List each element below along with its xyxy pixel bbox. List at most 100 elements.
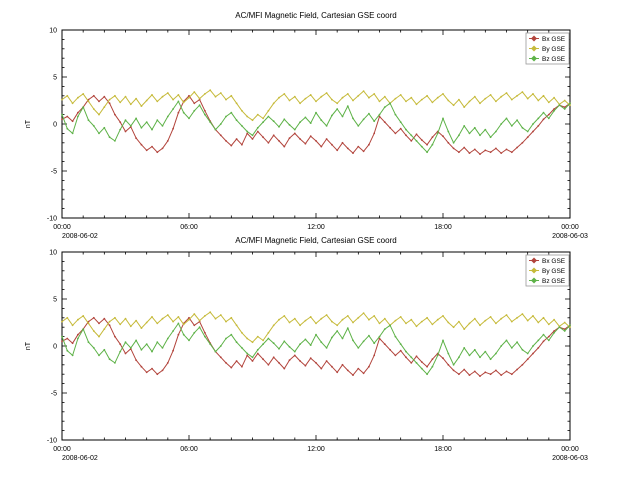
series-by-gse-marker: [436, 96, 439, 99]
series-bx-gse-marker: [124, 352, 127, 355]
series-bz-gse-marker: [124, 341, 127, 344]
series-bz-gse-marker: [426, 373, 428, 376]
x-tick-label: 12:00: [307, 224, 325, 231]
series-bx-gse-marker: [251, 138, 254, 140]
y-tick-label: 5: [53, 75, 57, 82]
series-bz-gse-marker: [389, 324, 391, 327]
series-bz-gse-marker: [304, 338, 307, 341]
series-bx-gse-marker: [92, 94, 95, 97]
series-bz-gse-marker: [278, 125, 280, 128]
y-tick-label: 10: [49, 250, 57, 257]
series-bz-gse-marker: [87, 119, 90, 122]
series-bx-gse-marker: [124, 130, 127, 133]
series-bz-gse-marker: [198, 104, 201, 107]
series-bx-gse-marker: [563, 328, 566, 330]
series-by-gse-marker: [553, 96, 555, 99]
series-bx-gse-marker: [293, 354, 296, 357]
series-bx-gse-marker: [547, 113, 550, 116]
series-bx-gse-marker: [66, 115, 69, 118]
series-by-gse-marker: [405, 322, 407, 325]
series-bz-gse-marker: [82, 328, 85, 330]
series-bx-gse-marker: [98, 100, 100, 103]
series-bx-gse-marker: [135, 137, 138, 140]
series-by-gse-marker: [569, 326, 571, 329]
series-by-gse-marker: [516, 94, 518, 97]
series-bz-gse-marker: [293, 350, 296, 353]
legend-marker-icon: [531, 55, 537, 62]
series-bx-gse-marker: [309, 135, 312, 138]
series-bx-gse-marker: [246, 132, 249, 135]
y-tick-label: 0: [53, 122, 57, 129]
series-bz-gse-marker: [251, 134, 254, 137]
series-bx-gse-marker: [278, 140, 280, 142]
series-bz-gse-marker: [473, 126, 476, 129]
series-bx-gse-marker: [357, 367, 360, 370]
series-bz-gse-marker: [368, 112, 370, 115]
series-by-gse-marker: [124, 317, 127, 320]
series-by-gse-marker: [373, 315, 376, 317]
series-by-gse-marker: [177, 94, 180, 96]
series-by-gse-marker: [82, 93, 85, 95]
series-bx-gse-marker: [98, 322, 100, 325]
series-bz-gse-marker: [547, 339, 550, 342]
series-bx-gse-marker: [537, 125, 540, 127]
series-by-gse-marker: [357, 94, 360, 97]
series-by-gse-marker: [331, 320, 333, 323]
series-by-gse-marker: [283, 93, 286, 95]
series-bx-gse-marker: [225, 362, 227, 364]
series-bz-gse-marker: [92, 125, 95, 127]
x-date-label: 2008-06-03: [552, 455, 588, 462]
series-bx-gse-marker: [383, 121, 386, 123]
series-bz-gse-marker: [389, 102, 391, 105]
series-by-gse-marker: [521, 313, 524, 315]
series-by-gse-marker: [161, 317, 164, 320]
series-bz-gse-marker: [188, 117, 190, 120]
y-tick-label: 10: [49, 28, 57, 35]
series-bz-gse-marker: [320, 119, 323, 122]
series-by-gse-marker: [325, 92, 328, 94]
series-by-gse-marker: [119, 101, 122, 104]
series-bz-gse-marker: [452, 141, 455, 144]
series-bz-gse-marker: [399, 121, 402, 123]
series-by-gse-marker: [420, 98, 423, 101]
series-bx-gse-marker: [61, 340, 63, 343]
series-bx-gse-marker: [188, 316, 190, 319]
series-bx-gse-marker: [521, 363, 524, 366]
series-by-gse-marker: [98, 113, 100, 116]
series-by-gse-marker: [283, 315, 286, 317]
series-bx-gse-marker: [151, 367, 153, 370]
series-bz-gse-marker: [267, 337, 270, 340]
series-by-gse-marker: [225, 98, 227, 101]
series-bz-gse-marker: [420, 145, 423, 148]
series-bx-gse-marker: [108, 102, 111, 105]
series-bz-gse-marker: [463, 125, 466, 127]
series-by-gse-marker: [230, 94, 233, 97]
series-by-gse-marker: [394, 97, 397, 100]
series-bz-gse-marker: [114, 140, 116, 142]
series-bz-gse-marker: [161, 125, 164, 127]
series-bz-gse-marker: [378, 335, 381, 338]
series-by-gse-marker: [182, 101, 185, 104]
series-by-gse-marker: [230, 316, 233, 319]
series-bz-gse-marker: [458, 356, 460, 359]
series-bz-gse-marker: [431, 365, 434, 368]
series-bz-gse-marker: [256, 126, 259, 129]
legend-label: By GSE: [542, 268, 566, 275]
series-by-gse-marker: [103, 328, 106, 330]
series-by-gse-marker: [198, 97, 201, 100]
series-bz-gse-marker: [246, 352, 249, 355]
series-by-gse-marker: [537, 99, 540, 102]
series-bx-gse-marker: [246, 354, 249, 357]
x-tick-label: 12:00: [307, 446, 325, 453]
series-bx-gse-marker: [71, 342, 74, 345]
series-bx-gse-marker: [473, 148, 476, 151]
series-bx-gse-marker: [415, 133, 418, 136]
series-bx-gse-marker: [473, 370, 476, 373]
series-bz-gse-marker: [505, 117, 508, 120]
series-bz-gse-marker: [77, 337, 79, 340]
series-bx-gse-marker: [479, 375, 481, 377]
series-bz-gse-marker: [108, 136, 111, 139]
x-tick-label: 06:00: [180, 224, 198, 231]
series-bz-gse-marker: [135, 117, 138, 120]
series-bx-gse-marker: [346, 147, 349, 150]
